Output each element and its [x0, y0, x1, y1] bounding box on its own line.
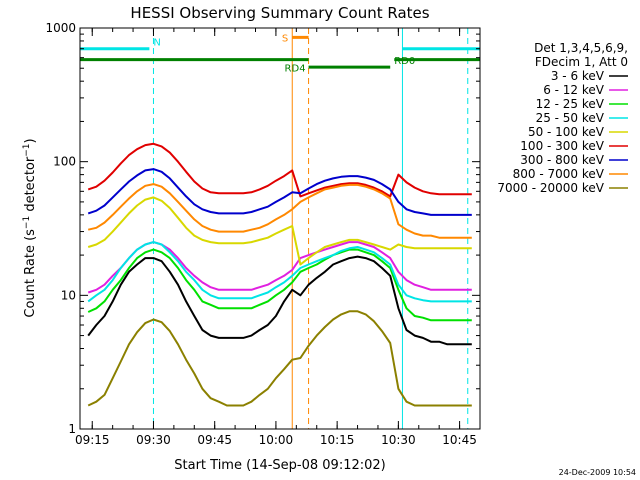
annotation-bars: N S RD4 RD0 [80, 33, 480, 75]
legend-entry-label: 25 - 50 keV [536, 111, 605, 125]
annotation-label: N [153, 38, 160, 49]
chart-title: HESSI Observing Summary Count Rates [130, 4, 429, 22]
y-tick-label: 1000 [45, 21, 76, 35]
y-tick-label: 100 [53, 155, 76, 169]
series-line-6 [87, 168, 472, 216]
legend-entry-label: 7000 - 20000 keV [497, 181, 604, 195]
series-line-0 [87, 255, 472, 346]
x-axis: 09:15 09:30 09:45 10:00 10:15 10:30 10:45 [75, 28, 481, 447]
x-tick-label: 10:00 [259, 433, 294, 447]
y-axis-label-sup2: −1 [22, 143, 32, 156]
legend-entry-label: 12 - 25 keV [536, 97, 605, 111]
legend-entry-label: 100 - 300 keV [520, 139, 604, 153]
y-axis: 1 10 100 1000 [45, 21, 480, 436]
series-line-7 [87, 183, 472, 239]
footer-date: 24-Dec-2009 10:54 [559, 468, 636, 477]
series-line-3 [87, 241, 472, 303]
legend-entry-label: 6 - 12 keV [543, 83, 605, 97]
x-tick-label: 10:45 [442, 433, 477, 447]
series-line-4 [87, 196, 472, 266]
series-group [87, 142, 472, 407]
y-axis-label-mid: detector [23, 156, 38, 216]
y-axis-label-main: Count Rate (s [23, 229, 38, 318]
legend-header-line-2: FDecim 1, Att 0 [535, 55, 628, 69]
y-axis-label: Count Rate (s−1 detector−1) [22, 138, 38, 317]
annotation-label: RD4 [285, 64, 306, 75]
legend-entry-label: 800 - 7000 keV [513, 167, 605, 181]
annotation-label: S [282, 33, 288, 44]
y-axis-label-end: ) [23, 138, 38, 143]
legend-entry-label: 50 - 100 keV [528, 125, 605, 139]
plot-frame [79, 27, 481, 430]
vertical-markers [80, 28, 469, 429]
x-tick-label: 09:30 [136, 433, 171, 447]
legend-entry-label: 300 - 800 keV [520, 153, 604, 167]
y-tick-label: 1 [68, 422, 76, 436]
x-tick-label: 09:45 [197, 433, 232, 447]
x-axis-label: Start Time (14-Sep-08 09:12:02) [174, 458, 385, 473]
y-tick-label: 10 [61, 288, 76, 302]
x-tick-label: 10:30 [381, 433, 416, 447]
legend-entry-label: 3 - 6 keV [551, 69, 605, 83]
annotation-label: RD0 [394, 56, 415, 67]
series-line-2 [87, 248, 472, 322]
legend-header-line-1: Det 1,3,4,5,6,9, [534, 41, 628, 55]
legend: Det 1,3,4,5,6,9, FDecim 1, Att 0 3 - 6 k… [497, 41, 628, 195]
series-line-8 [87, 310, 472, 407]
y-axis-label-sup1: −1 [22, 216, 32, 229]
x-tick-label: 09:15 [75, 433, 110, 447]
series-line-5 [87, 142, 472, 198]
x-tick-label: 10:15 [320, 433, 355, 447]
